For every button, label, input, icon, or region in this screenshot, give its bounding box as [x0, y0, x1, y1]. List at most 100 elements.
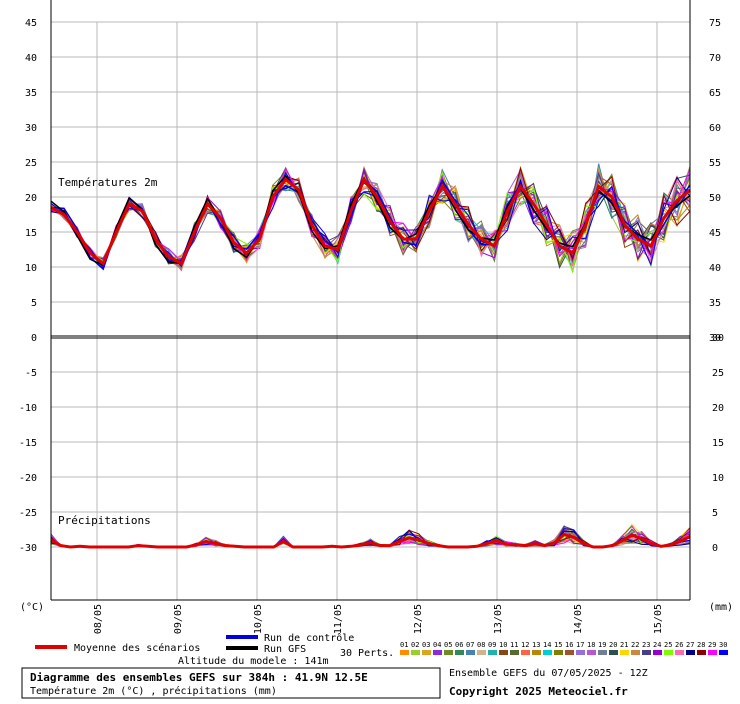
pert-color-swatch — [598, 650, 607, 655]
left-tick-label: -5 — [25, 368, 37, 379]
precip-panel-label: Précipitations — [58, 514, 151, 527]
pert-color-swatch — [664, 650, 673, 655]
pert-number-label: 16 — [565, 641, 573, 649]
pert-color-swatch — [422, 650, 431, 655]
pert-color-swatch — [653, 650, 662, 655]
left-tick-label: 45 — [25, 18, 37, 29]
pert-color-swatch — [554, 650, 563, 655]
chart-subtitle: Température 2m (°C) , précipitations (mm… — [30, 685, 277, 697]
pert-color-swatch — [631, 650, 640, 655]
pert-color-swatch — [587, 650, 596, 655]
perturbation-legend: 01 02 03 04 05 06 07 08 09 10 11 12 13 14 15 16 17 18 19 20… — [400, 641, 728, 655]
left-tick-label: 0 — [31, 333, 37, 344]
pert-number-label: 18 — [587, 641, 595, 649]
pert-number-label: 27 — [686, 641, 694, 649]
chart-title: Diagramme des ensembles GEFS sur 384h : … — [30, 671, 368, 684]
pert-number-label: 24 — [653, 641, 661, 649]
pert-color-swatch — [708, 650, 717, 655]
right-tick-label-precip: 25 — [712, 368, 724, 379]
x-tick-label: 15/05 — [653, 604, 664, 634]
left-tick-label: 10 — [25, 263, 37, 274]
pert-number-label: 09 — [488, 641, 496, 649]
right-tick-label-precip: 20 — [712, 403, 724, 414]
right-tick-label-temp: 30 — [709, 333, 721, 344]
right-tick-label-temp: 35 — [709, 298, 721, 309]
pert-color-swatch — [675, 650, 684, 655]
pert-number-label: 12 — [521, 641, 529, 649]
pert-color-swatch — [499, 650, 508, 655]
x-tick-label: 09/05 — [173, 604, 184, 634]
mean-precip-line — [50, 532, 691, 549]
copyright: Copyright 2025 Meteociel.fr — [449, 685, 628, 698]
pert-color-swatch — [433, 650, 442, 655]
right-tick-label-precip: 0 — [712, 543, 718, 554]
pert-color-swatch — [400, 650, 409, 655]
pert-color-swatch — [510, 650, 519, 655]
pert-color-swatch — [477, 650, 486, 655]
x-tick-label: 08/05 — [93, 604, 104, 634]
right-tick-label-temp: 40 — [709, 263, 721, 274]
left-tick-label: -15 — [19, 438, 37, 449]
pert-number-label: 19 — [598, 641, 606, 649]
grid — [51, 21, 690, 600]
temperature-panel-label: Températures 2m — [58, 176, 158, 189]
pert-color-swatch — [576, 650, 585, 655]
pert-color-swatch — [466, 650, 475, 655]
pert-color-swatch — [521, 650, 530, 655]
perts-legend-label: 30 Perts. — [340, 648, 394, 659]
pert-number-label: 20 — [609, 641, 617, 649]
pert-number-label: 23 — [642, 641, 650, 649]
mean-temperature-line — [50, 176, 691, 266]
left-tick-label: 35 — [25, 88, 37, 99]
right-tick-label-precip: 10 — [712, 473, 724, 484]
pert-number-label: 28 — [697, 641, 705, 649]
left-tick-label: 15 — [25, 228, 37, 239]
left-tick-label: -30 — [19, 543, 37, 554]
legend: Moyenne des scénarios Run de contrôle Ru… — [35, 632, 728, 667]
left-tick-label: 25 — [25, 158, 37, 169]
pert-color-swatch — [565, 650, 574, 655]
pert-number-label: 03 — [422, 641, 430, 649]
pert-color-swatch — [719, 650, 728, 655]
pert-number-label: 17 — [576, 641, 584, 649]
altitude-label: Altitude du modele : 141m — [178, 656, 329, 667]
pert-number-label: 26 — [675, 641, 683, 649]
pert-number-label: 06 — [455, 641, 463, 649]
right-tick-label-precip: 30 — [712, 333, 724, 344]
ensemble-member-temp-line — [50, 171, 691, 270]
pert-number-label: 14 — [543, 641, 551, 649]
right-axis-unit: (mm) — [709, 602, 733, 613]
left-tick-label: 20 — [25, 193, 37, 204]
info-box — [21, 667, 441, 699]
left-tick-label: -10 — [19, 403, 37, 414]
pert-number-label: 08 — [477, 641, 485, 649]
right-tick-label-temp: 65 — [709, 88, 721, 99]
left-tick-label: 30 — [25, 123, 37, 134]
plot-frame — [50, 0, 691, 601]
pert-color-swatch — [620, 650, 629, 655]
pert-number-label: 13 — [532, 641, 540, 649]
pert-number-label: 10 — [499, 641, 507, 649]
mean-legend-label: Moyenne des scénarios — [74, 642, 200, 654]
x-tick-label: 13/05 — [493, 604, 504, 634]
pert-number-label: 29 — [708, 641, 716, 649]
pert-number-label: 21 — [620, 641, 628, 649]
pert-number-label: 07 — [466, 641, 474, 649]
pert-color-swatch — [532, 650, 541, 655]
left-tick-label: 5 — [31, 298, 37, 309]
x-tick-label: 11/05 — [333, 604, 344, 634]
pert-color-swatch — [686, 650, 695, 655]
pert-number-label: 25 — [664, 641, 672, 649]
pert-number-label: 22 — [631, 641, 639, 649]
control-legend-label: Run de contrôle — [264, 632, 354, 644]
right-tick-label-temp: 70 — [709, 53, 721, 64]
pert-color-swatch — [455, 650, 464, 655]
left-tick-label: -25 — [19, 508, 37, 519]
x-tick-label: 12/05 — [413, 604, 424, 634]
pert-color-swatch — [642, 650, 651, 655]
left-axis-unit: (°C) — [20, 602, 44, 613]
right-tick-label-temp: 55 — [709, 158, 721, 169]
